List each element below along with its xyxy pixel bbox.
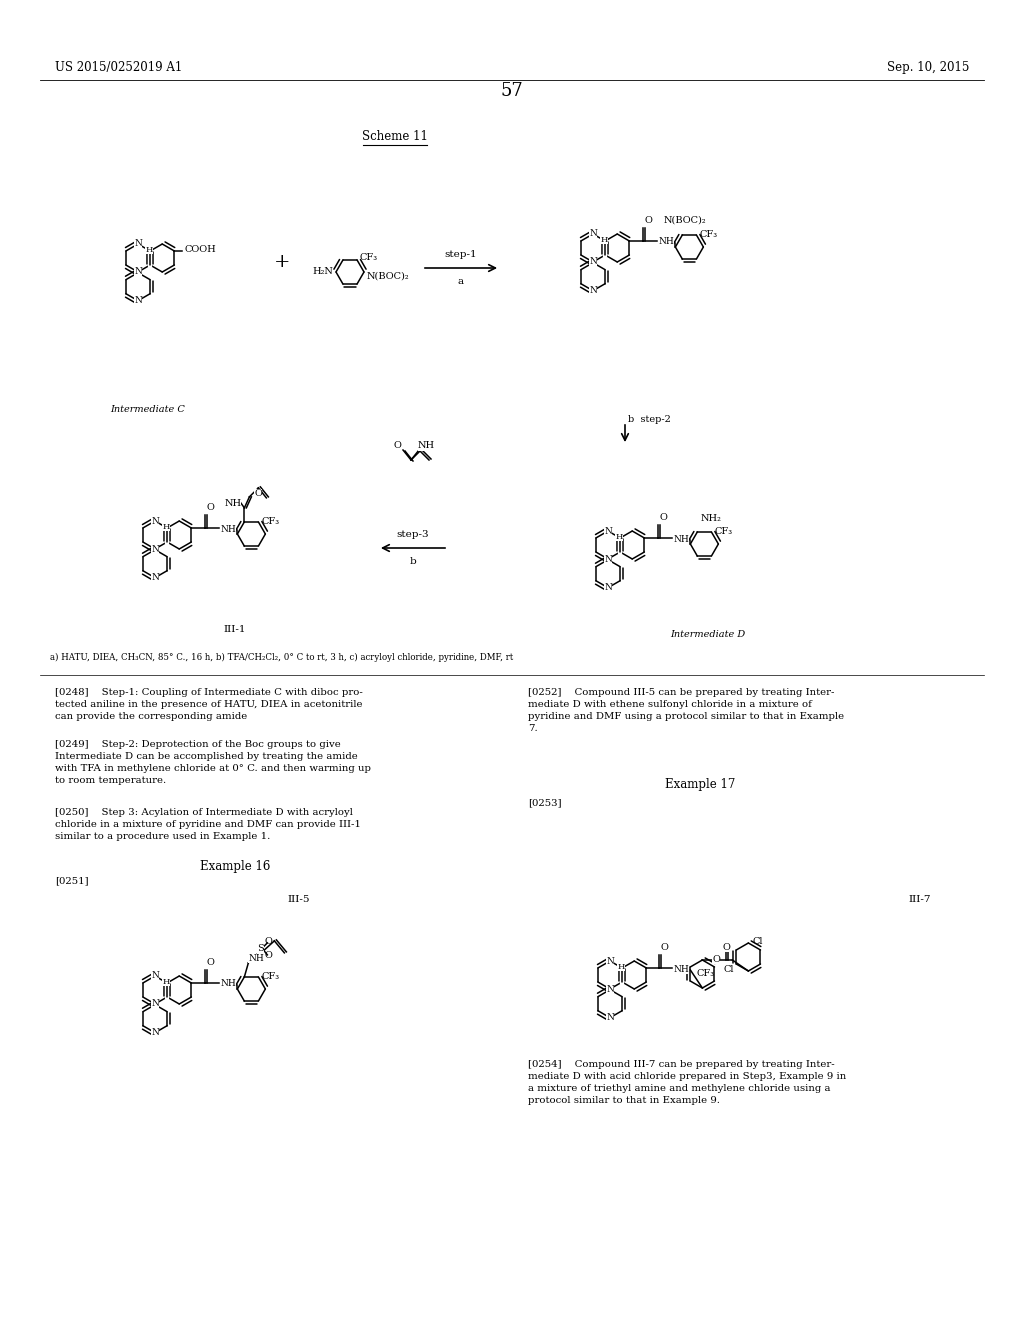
Text: NH₂: NH₂ — [700, 513, 721, 523]
Text: Example 16: Example 16 — [200, 861, 270, 873]
Text: Cl: Cl — [753, 936, 763, 945]
Text: NH: NH — [658, 238, 674, 247]
Text: N: N — [152, 999, 159, 1008]
Text: N: N — [604, 527, 612, 536]
Text: III-1: III-1 — [224, 624, 246, 634]
Text: Intermediate C: Intermediate C — [111, 405, 185, 414]
Text: O: O — [264, 937, 272, 946]
Text: Sep. 10, 2015: Sep. 10, 2015 — [887, 61, 969, 74]
Text: O: O — [207, 503, 214, 512]
Text: step-1: step-1 — [444, 249, 477, 259]
Text: [0252]    Compound III-5 can be prepared by treating Inter-
mediate D with ethen: [0252] Compound III-5 can be prepared by… — [528, 688, 844, 733]
Text: N: N — [589, 257, 597, 267]
Text: b  step-2: b step-2 — [628, 416, 671, 425]
Text: O: O — [393, 441, 401, 450]
Text: CF₃: CF₃ — [699, 231, 718, 239]
Text: O: O — [723, 942, 730, 952]
Text: N: N — [606, 957, 614, 965]
Text: a) HATU, DIEA, CH₃CN, 85° C., 16 h, b) TFA/CH₂Cl₂, 0° C to rt, 3 h, c) acryloyl : a) HATU, DIEA, CH₃CN, 85° C., 16 h, b) T… — [50, 653, 513, 663]
Text: O: O — [659, 513, 668, 521]
Text: +: + — [273, 253, 290, 271]
Text: N: N — [606, 1014, 614, 1022]
Text: O: O — [660, 942, 669, 952]
Text: a: a — [458, 277, 464, 286]
Text: step-3: step-3 — [396, 531, 429, 539]
Text: N(BOC)₂: N(BOC)₂ — [367, 272, 410, 281]
Text: [0249]    Step-2: Deprotection of the Boc groups to give
Intermediate D can be a: [0249] Step-2: Deprotection of the Boc g… — [55, 741, 371, 785]
Text: [0254]    Compound III-7 can be prepared by treating Inter-
mediate D with acid : [0254] Compound III-7 can be prepared by… — [528, 1060, 846, 1105]
Text: [0251]: [0251] — [55, 876, 89, 884]
Text: Cl: Cl — [724, 965, 734, 974]
Text: H: H — [163, 978, 170, 986]
Text: H: H — [145, 247, 153, 255]
Text: CF₃: CF₃ — [261, 517, 280, 527]
Text: O: O — [254, 490, 262, 499]
Text: N: N — [152, 544, 159, 553]
Text: b: b — [410, 557, 417, 566]
Text: O: O — [713, 954, 720, 964]
Text: NH: NH — [224, 499, 242, 508]
Text: N: N — [152, 972, 159, 981]
Text: N: N — [604, 583, 612, 593]
Text: III-7: III-7 — [908, 895, 931, 904]
Text: NH: NH — [249, 954, 264, 964]
Text: [0250]    Step 3: Acylation of Intermediate D with acryloyl
chloride in a mixtur: [0250] Step 3: Acylation of Intermediate… — [55, 808, 360, 841]
Text: COOH: COOH — [184, 246, 216, 255]
Text: III-5: III-5 — [288, 895, 310, 904]
Text: O: O — [207, 958, 214, 968]
Text: Intermediate D: Intermediate D — [671, 630, 745, 639]
Text: H: H — [617, 964, 625, 972]
Text: NH: NH — [418, 441, 435, 450]
Text: O: O — [264, 952, 272, 961]
Text: NH: NH — [220, 979, 237, 989]
Text: NH: NH — [674, 535, 689, 544]
Text: N: N — [589, 230, 597, 239]
Text: CF₃: CF₃ — [715, 528, 732, 536]
Text: O: O — [644, 216, 652, 224]
Text: N: N — [134, 268, 142, 276]
Text: N: N — [604, 554, 612, 564]
Text: Scheme 11: Scheme 11 — [362, 129, 428, 143]
Text: N: N — [152, 573, 159, 582]
Text: N: N — [589, 286, 597, 296]
Text: H: H — [163, 523, 170, 531]
Text: CF₃: CF₃ — [360, 253, 378, 263]
Text: N(BOC)₂: N(BOC)₂ — [664, 216, 707, 224]
Text: N: N — [134, 296, 142, 305]
Text: [0248]    Step-1: Coupling of Intermediate C with diboc pro-
tected aniline in t: [0248] Step-1: Coupling of Intermediate … — [55, 688, 362, 721]
Text: US 2015/0252019 A1: US 2015/0252019 A1 — [55, 61, 182, 74]
Text: NH: NH — [220, 524, 237, 533]
Text: N: N — [152, 516, 159, 525]
Text: N: N — [606, 985, 614, 994]
Text: 57: 57 — [501, 82, 523, 100]
Text: NH: NH — [674, 965, 689, 974]
Text: N: N — [152, 1028, 159, 1038]
Text: H: H — [600, 236, 608, 244]
Text: CF₃: CF₃ — [696, 969, 715, 978]
Text: N: N — [134, 239, 142, 248]
Text: Example 17: Example 17 — [665, 777, 735, 791]
Text: H: H — [615, 533, 623, 541]
Text: H₂N: H₂N — [312, 268, 333, 276]
Text: CF₃: CF₃ — [261, 973, 280, 981]
Text: [0253]: [0253] — [528, 799, 561, 807]
Text: S: S — [257, 944, 264, 953]
